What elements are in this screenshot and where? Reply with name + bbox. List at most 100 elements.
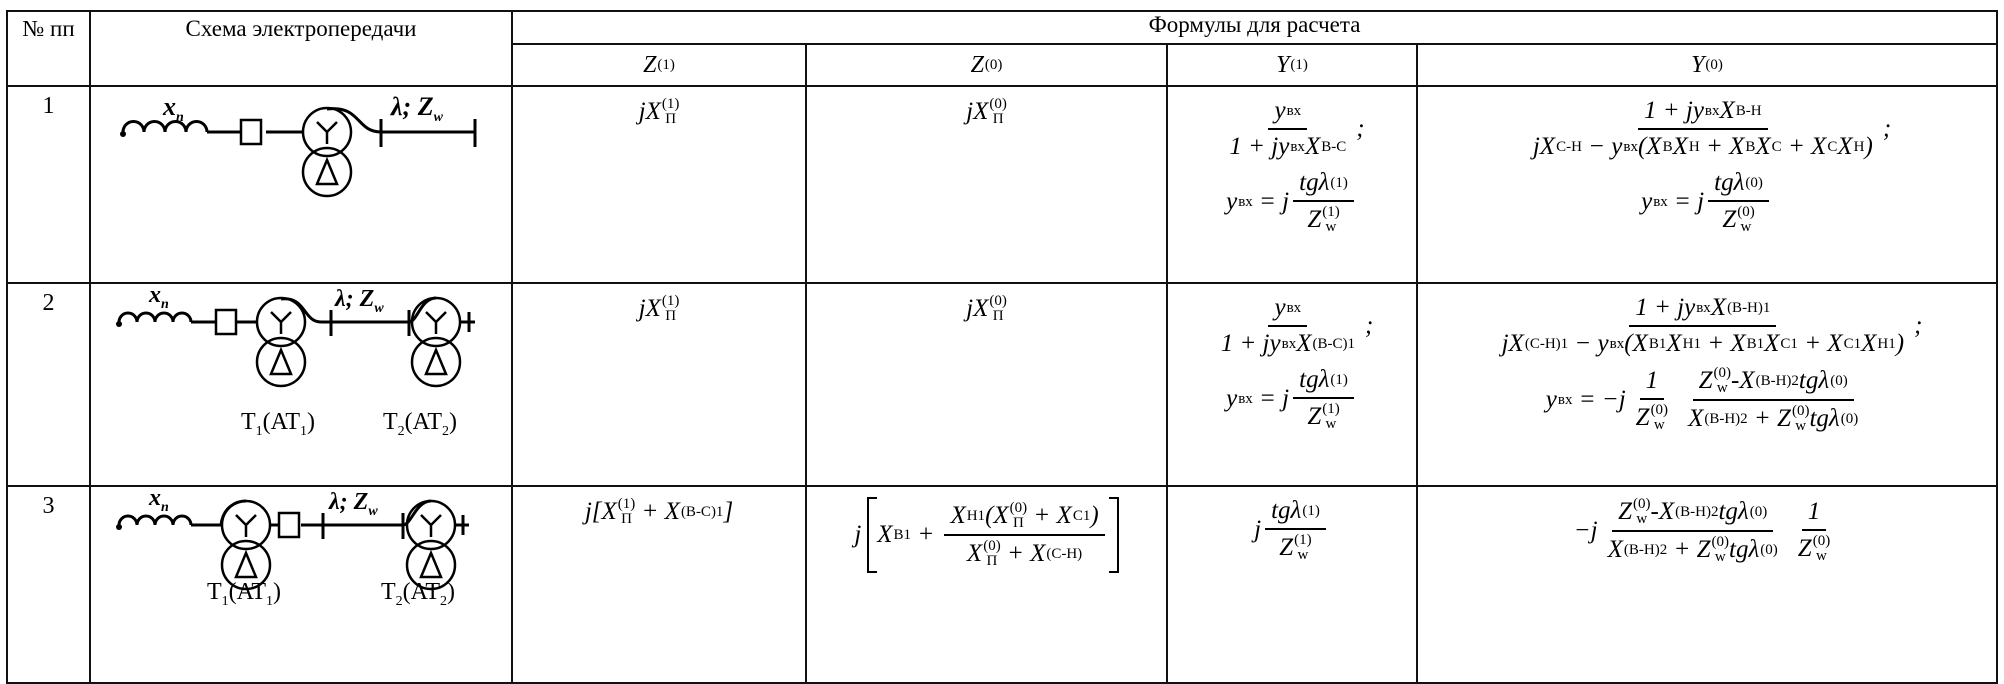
header-symbol: Y (1) <box>1276 52 1308 79</box>
header-formula-0: Z (1) <box>511 43 807 87</box>
math-term: j <box>1254 516 1261 544</box>
math-term: X (В-С)1 <box>1296 330 1355 358</box>
label-base: x <box>148 487 161 511</box>
math-term: jX (1) П <box>639 294 680 324</box>
fraction: 1 Z (0) w <box>1792 498 1836 564</box>
source-terminal <box>116 524 122 530</box>
subscript: С <box>1827 138 1838 155</box>
math-term: Z (0) w <box>1699 366 1731 396</box>
term-base: jX <box>966 295 989 322</box>
term-base: Z <box>1698 367 1713 394</box>
sub-sup: (С-Н) <box>1046 546 1082 562</box>
term-base: X <box>1688 405 1704 432</box>
math-term: X В-С <box>1305 133 1346 161</box>
label-part: 2 <box>442 424 449 439</box>
term-base: + X <box>1699 133 1745 160</box>
term-base: y <box>1545 386 1557 413</box>
superscript: (0) <box>983 538 1001 554</box>
sub-sup: (1) <box>657 57 675 73</box>
term-base: 1 + jy <box>1220 330 1281 357</box>
label-part: ) <box>449 409 457 435</box>
subscript: П <box>992 111 1004 127</box>
subscript: вх <box>1290 138 1305 155</box>
sub-sup: (В-С)1 <box>681 504 724 520</box>
subscript: вх <box>1238 193 1253 210</box>
term-base: y <box>1274 97 1286 124</box>
delta-symbol-icon <box>315 156 339 186</box>
label-part: ) <box>273 579 281 605</box>
superscript: (0) <box>1705 56 1723 73</box>
formulas-table: № пп Схема электропередачи Формулы для р… <box>6 10 1998 684</box>
math-term: ; <box>1914 312 1922 340</box>
math-term: Z (0) w <box>1618 497 1650 527</box>
math-term: Z (0) w <box>1798 534 1830 564</box>
scheme-cell: xп λ; Zw <box>89 85 513 284</box>
math-term: y вх <box>1226 385 1253 413</box>
term-base: X <box>1861 330 1877 357</box>
term-base: X <box>1755 133 1771 160</box>
label-part: 1 <box>300 424 307 439</box>
math-term: + X (С-Н) <box>1001 540 1082 568</box>
fraction: Z (0) w -X (В-Н)2 tgλ (0) X (В-Н)2 + Z (0) w tgλ (0) <box>1682 366 1864 434</box>
delta-symbol-icon <box>424 346 448 376</box>
sub-sup: В1 <box>1649 336 1667 352</box>
term-base: jX <box>1532 133 1556 160</box>
term-base: 1 + jy <box>1644 97 1704 124</box>
sub-sup: (0) w <box>1737 205 1755 235</box>
term-base: −j <box>1573 517 1598 544</box>
term-base: tgλ <box>1714 169 1745 196</box>
sub-sup: С-Н <box>1556 139 1582 155</box>
math-term: tgλ (0) <box>1799 367 1848 395</box>
term-base: + X <box>1000 540 1046 567</box>
subscript: П <box>986 553 998 569</box>
term-base: Z <box>1307 206 1322 233</box>
header-number: № пп <box>6 10 91 87</box>
subscript: В-Н <box>1735 102 1762 119</box>
math-term: 1 <box>1646 367 1659 395</box>
subscript: w <box>1714 549 1726 565</box>
header-symbol: Z (1) <box>643 52 675 79</box>
sub-sup: Н <box>1689 139 1700 155</box>
term-base: + Z <box>1747 405 1791 432</box>
term-base: jX <box>966 98 989 125</box>
formula-line: jX (0) П <box>807 294 1166 324</box>
sub-sup: (В-С)1 <box>1312 336 1355 352</box>
symbol-base: Y <box>1691 51 1705 78</box>
label-subscript: п <box>176 110 184 125</box>
sub-sup: Н1 <box>1877 336 1895 352</box>
subscript: В1 <box>893 526 912 543</box>
fraction: X Н1 (X (0) П + X С1) X (0) П + X (С-Н) <box>944 500 1105 569</box>
label-base: x <box>148 284 161 308</box>
term-base: ) <box>1864 133 1873 160</box>
transformer-label: T1(AT1) <box>241 409 315 439</box>
math-term: tgλ (1) <box>1299 366 1348 394</box>
subscript: (С-Н)1 <box>1524 335 1569 352</box>
math-term: + X С1 <box>1798 330 1861 358</box>
term-base: X <box>1764 330 1780 357</box>
math-term: −j <box>1574 517 1598 545</box>
math-term: + Z (0) w <box>1748 404 1810 434</box>
transformer-winding-delta <box>410 336 462 388</box>
formula-cell-1: j X В1 + X Н1 (X (0) П + X С1) X (0) П + X (С-Н) <box>805 485 1168 684</box>
sub-sup: вх <box>1610 336 1625 352</box>
row-number: 3 <box>6 485 91 684</box>
term-base: + X <box>1700 330 1746 357</box>
sub-sup: В <box>1663 139 1673 155</box>
numerator: tgλ (1) <box>1293 169 1354 202</box>
superscript: (0) <box>1009 500 1028 516</box>
header-scheme: Схема электропередачи <box>89 10 513 87</box>
math-term: jX (0) П <box>966 294 1007 324</box>
fraction: tgλ (1) Z (1) w <box>1265 497 1326 563</box>
sub-sup: (1) П <box>618 497 636 527</box>
term-base: j[X <box>584 498 617 525</box>
term-base: Z <box>1722 206 1737 233</box>
term-base: + <box>911 521 941 548</box>
term-base: (X <box>1637 133 1662 160</box>
term-base: ; <box>1364 312 1374 339</box>
math-term: 1 <box>1808 498 1821 526</box>
scheme-label: xп <box>148 487 169 515</box>
denominator: Z (0) w <box>1630 400 1674 433</box>
label-subscript: п <box>161 297 169 312</box>
